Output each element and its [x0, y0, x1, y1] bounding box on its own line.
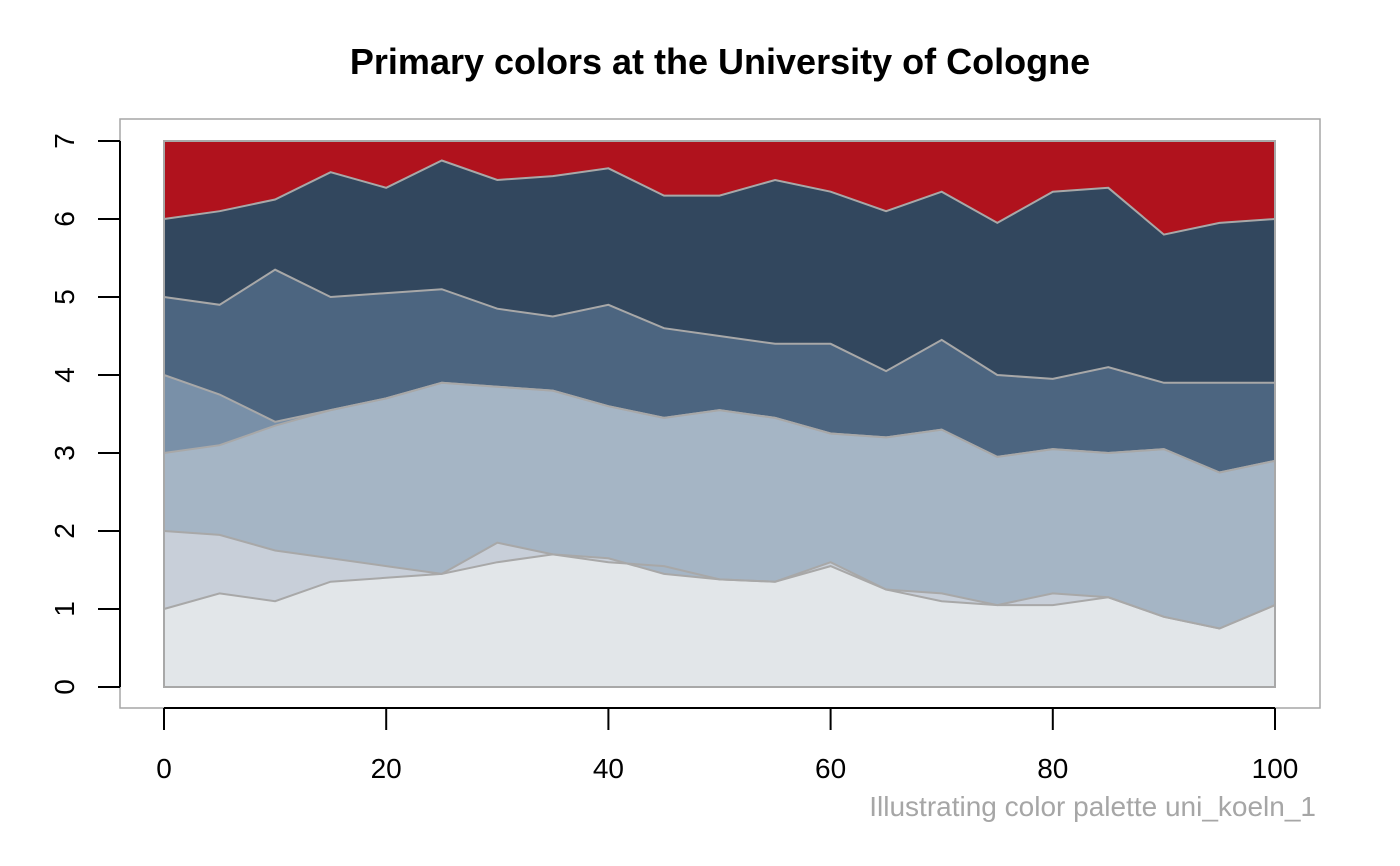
y-tick-label: 5	[49, 289, 80, 305]
boundary-line-2	[163, 530, 1276, 630]
chart-title: Primary colors at the University of Colo…	[350, 41, 1090, 82]
y-tick-label: 6	[49, 211, 80, 227]
y-tick-label: 1	[49, 601, 80, 617]
x-tick-label: 40	[593, 753, 624, 784]
area-outlines	[163, 140, 1276, 688]
x-tick-label: 60	[815, 753, 846, 784]
y-tick-label: 0	[49, 679, 80, 695]
x-tick-label: 20	[371, 753, 402, 784]
area-band-1	[164, 554, 1275, 687]
boundary-line-5	[163, 268, 1275, 384]
stacked-areas	[164, 141, 1275, 687]
x-tick-label: 80	[1037, 753, 1068, 784]
y-tick-label: 2	[49, 523, 80, 539]
area-band-7	[164, 141, 1275, 235]
axes: 0 20 40 60 80 100 0 1 2 3 4 5 6 7	[49, 133, 1298, 784]
area-band-5	[164, 269, 1275, 473]
x-tick-label: 100	[1252, 753, 1299, 784]
chart-caption: Illustrating color palette uni_koeln_1	[869, 791, 1316, 822]
boundary-line-4	[163, 374, 1276, 474]
data-region-outline	[163, 140, 1276, 688]
y-tick-label: 7	[49, 133, 80, 149]
x-tick-label: 0	[156, 753, 172, 784]
area-band-3	[164, 382, 1275, 629]
y-tick-label: 4	[49, 367, 80, 383]
boundary-line-6	[163, 159, 1276, 236]
area-band-6	[164, 160, 1275, 383]
y-tick-label: 3	[49, 445, 80, 461]
